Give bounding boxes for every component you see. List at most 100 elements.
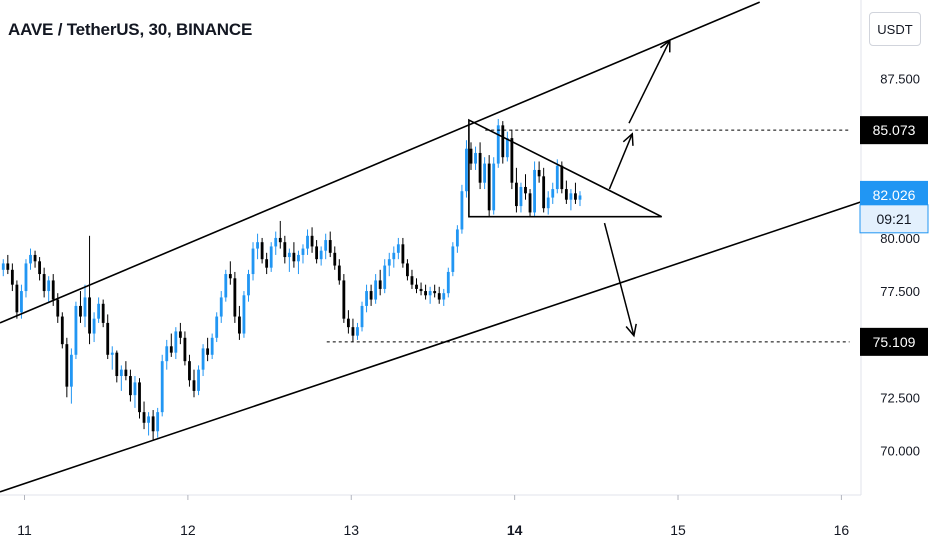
candle-body <box>515 182 518 207</box>
candle-body <box>415 284 418 289</box>
candle-body <box>410 276 414 285</box>
candle-body <box>101 303 105 323</box>
candle-body <box>201 348 205 370</box>
candle-body <box>165 346 169 362</box>
candle-body <box>551 189 555 198</box>
trendline-drawings[interactable] <box>0 1 862 493</box>
candle-body <box>24 263 28 292</box>
chart-title: AAVE / TetherUS, 30, BINANCE <box>8 20 253 39</box>
candle-body <box>69 354 73 387</box>
candle-body <box>401 244 405 264</box>
candle-body <box>446 271 450 294</box>
candle-body <box>47 280 51 292</box>
candle-body <box>510 138 514 183</box>
candle-body <box>406 263 409 277</box>
candle-body <box>564 189 568 200</box>
candle-body <box>496 125 500 164</box>
y-tick-label: 72.500 <box>880 390 920 405</box>
candle-body <box>56 299 60 317</box>
candle-body <box>315 246 319 260</box>
time-axis[interactable]: 11 12 13 14 15 16 <box>17 495 849 538</box>
candle-body <box>224 274 228 298</box>
candle-body <box>433 291 437 294</box>
candle-body <box>228 274 232 279</box>
x-tick-label: 11 <box>17 522 32 538</box>
channel-upper-line <box>0 1 761 324</box>
candle-body <box>237 316 241 334</box>
candle-body <box>110 352 114 355</box>
candle-body <box>74 305 78 355</box>
candle-body <box>156 412 160 432</box>
candle-body <box>265 259 269 268</box>
arrow-2-head <box>659 38 671 53</box>
candle-body <box>319 250 323 260</box>
candle-body <box>333 252 337 266</box>
candle-body <box>360 305 364 328</box>
candle-body <box>20 291 23 313</box>
candle-body <box>65 344 69 387</box>
candle-body <box>424 291 427 296</box>
x-tick-label: 15 <box>670 522 686 538</box>
arrow-2-shaft <box>628 40 671 124</box>
candle-body <box>178 331 182 338</box>
candle-body <box>283 242 287 258</box>
candle-body <box>79 305 82 317</box>
current-price-label: 82.026 <box>873 187 916 203</box>
price-label-bg <box>860 327 928 356</box>
x-tick-label: 12 <box>180 522 196 538</box>
candle-body <box>301 248 305 255</box>
candle-body <box>1 263 5 270</box>
candle-body <box>351 327 355 336</box>
candle-body <box>574 193 577 200</box>
candle-body <box>392 252 396 260</box>
candle-body <box>483 163 487 183</box>
candle-body <box>492 163 496 211</box>
candle-body <box>51 280 55 300</box>
candle-body <box>106 322 110 355</box>
y-tick-label: 70.000 <box>880 443 920 458</box>
candle-body <box>555 165 559 190</box>
candle-body <box>97 303 101 319</box>
candle-body <box>129 376 132 396</box>
candle-body <box>215 316 219 338</box>
candle-body <box>133 382 137 396</box>
bar-countdown-label-bg <box>859 204 929 234</box>
candle-body <box>297 254 300 262</box>
candle-body <box>451 246 455 272</box>
candle-body <box>6 263 10 270</box>
candle-body <box>460 191 464 230</box>
candle-body <box>501 125 505 158</box>
candle-body <box>256 242 259 249</box>
candle-body <box>346 318 350 328</box>
candle-body <box>533 169 536 213</box>
candle-body <box>206 348 210 355</box>
candle-body <box>160 361 164 413</box>
candle-body <box>183 337 187 362</box>
candle-body <box>524 186 527 194</box>
candle-body <box>528 193 532 213</box>
channel-lower-line <box>0 201 862 493</box>
price-label-bg <box>860 116 928 145</box>
candle-body <box>474 152 477 164</box>
candle-body <box>38 261 42 275</box>
candle-body <box>469 148 473 164</box>
current-price-label-bg <box>860 180 928 209</box>
candle-body <box>537 169 541 177</box>
candle-body <box>10 269 14 285</box>
candle-body <box>437 293 441 300</box>
currency-unit-button[interactable]: USDT <box>869 12 921 46</box>
candle-body <box>278 237 282 243</box>
candle-body <box>88 297 91 334</box>
candle-body <box>147 416 150 423</box>
candle-body <box>356 327 359 336</box>
candle-body <box>519 186 523 207</box>
x-tick-label: 13 <box>343 522 359 538</box>
candle-body <box>378 280 382 289</box>
candles-layer <box>1 118 582 440</box>
candle-body <box>419 288 423 292</box>
candle-body <box>83 297 87 317</box>
candle-body <box>197 369 200 391</box>
candle-body <box>578 195 582 200</box>
candle-body <box>387 259 391 266</box>
